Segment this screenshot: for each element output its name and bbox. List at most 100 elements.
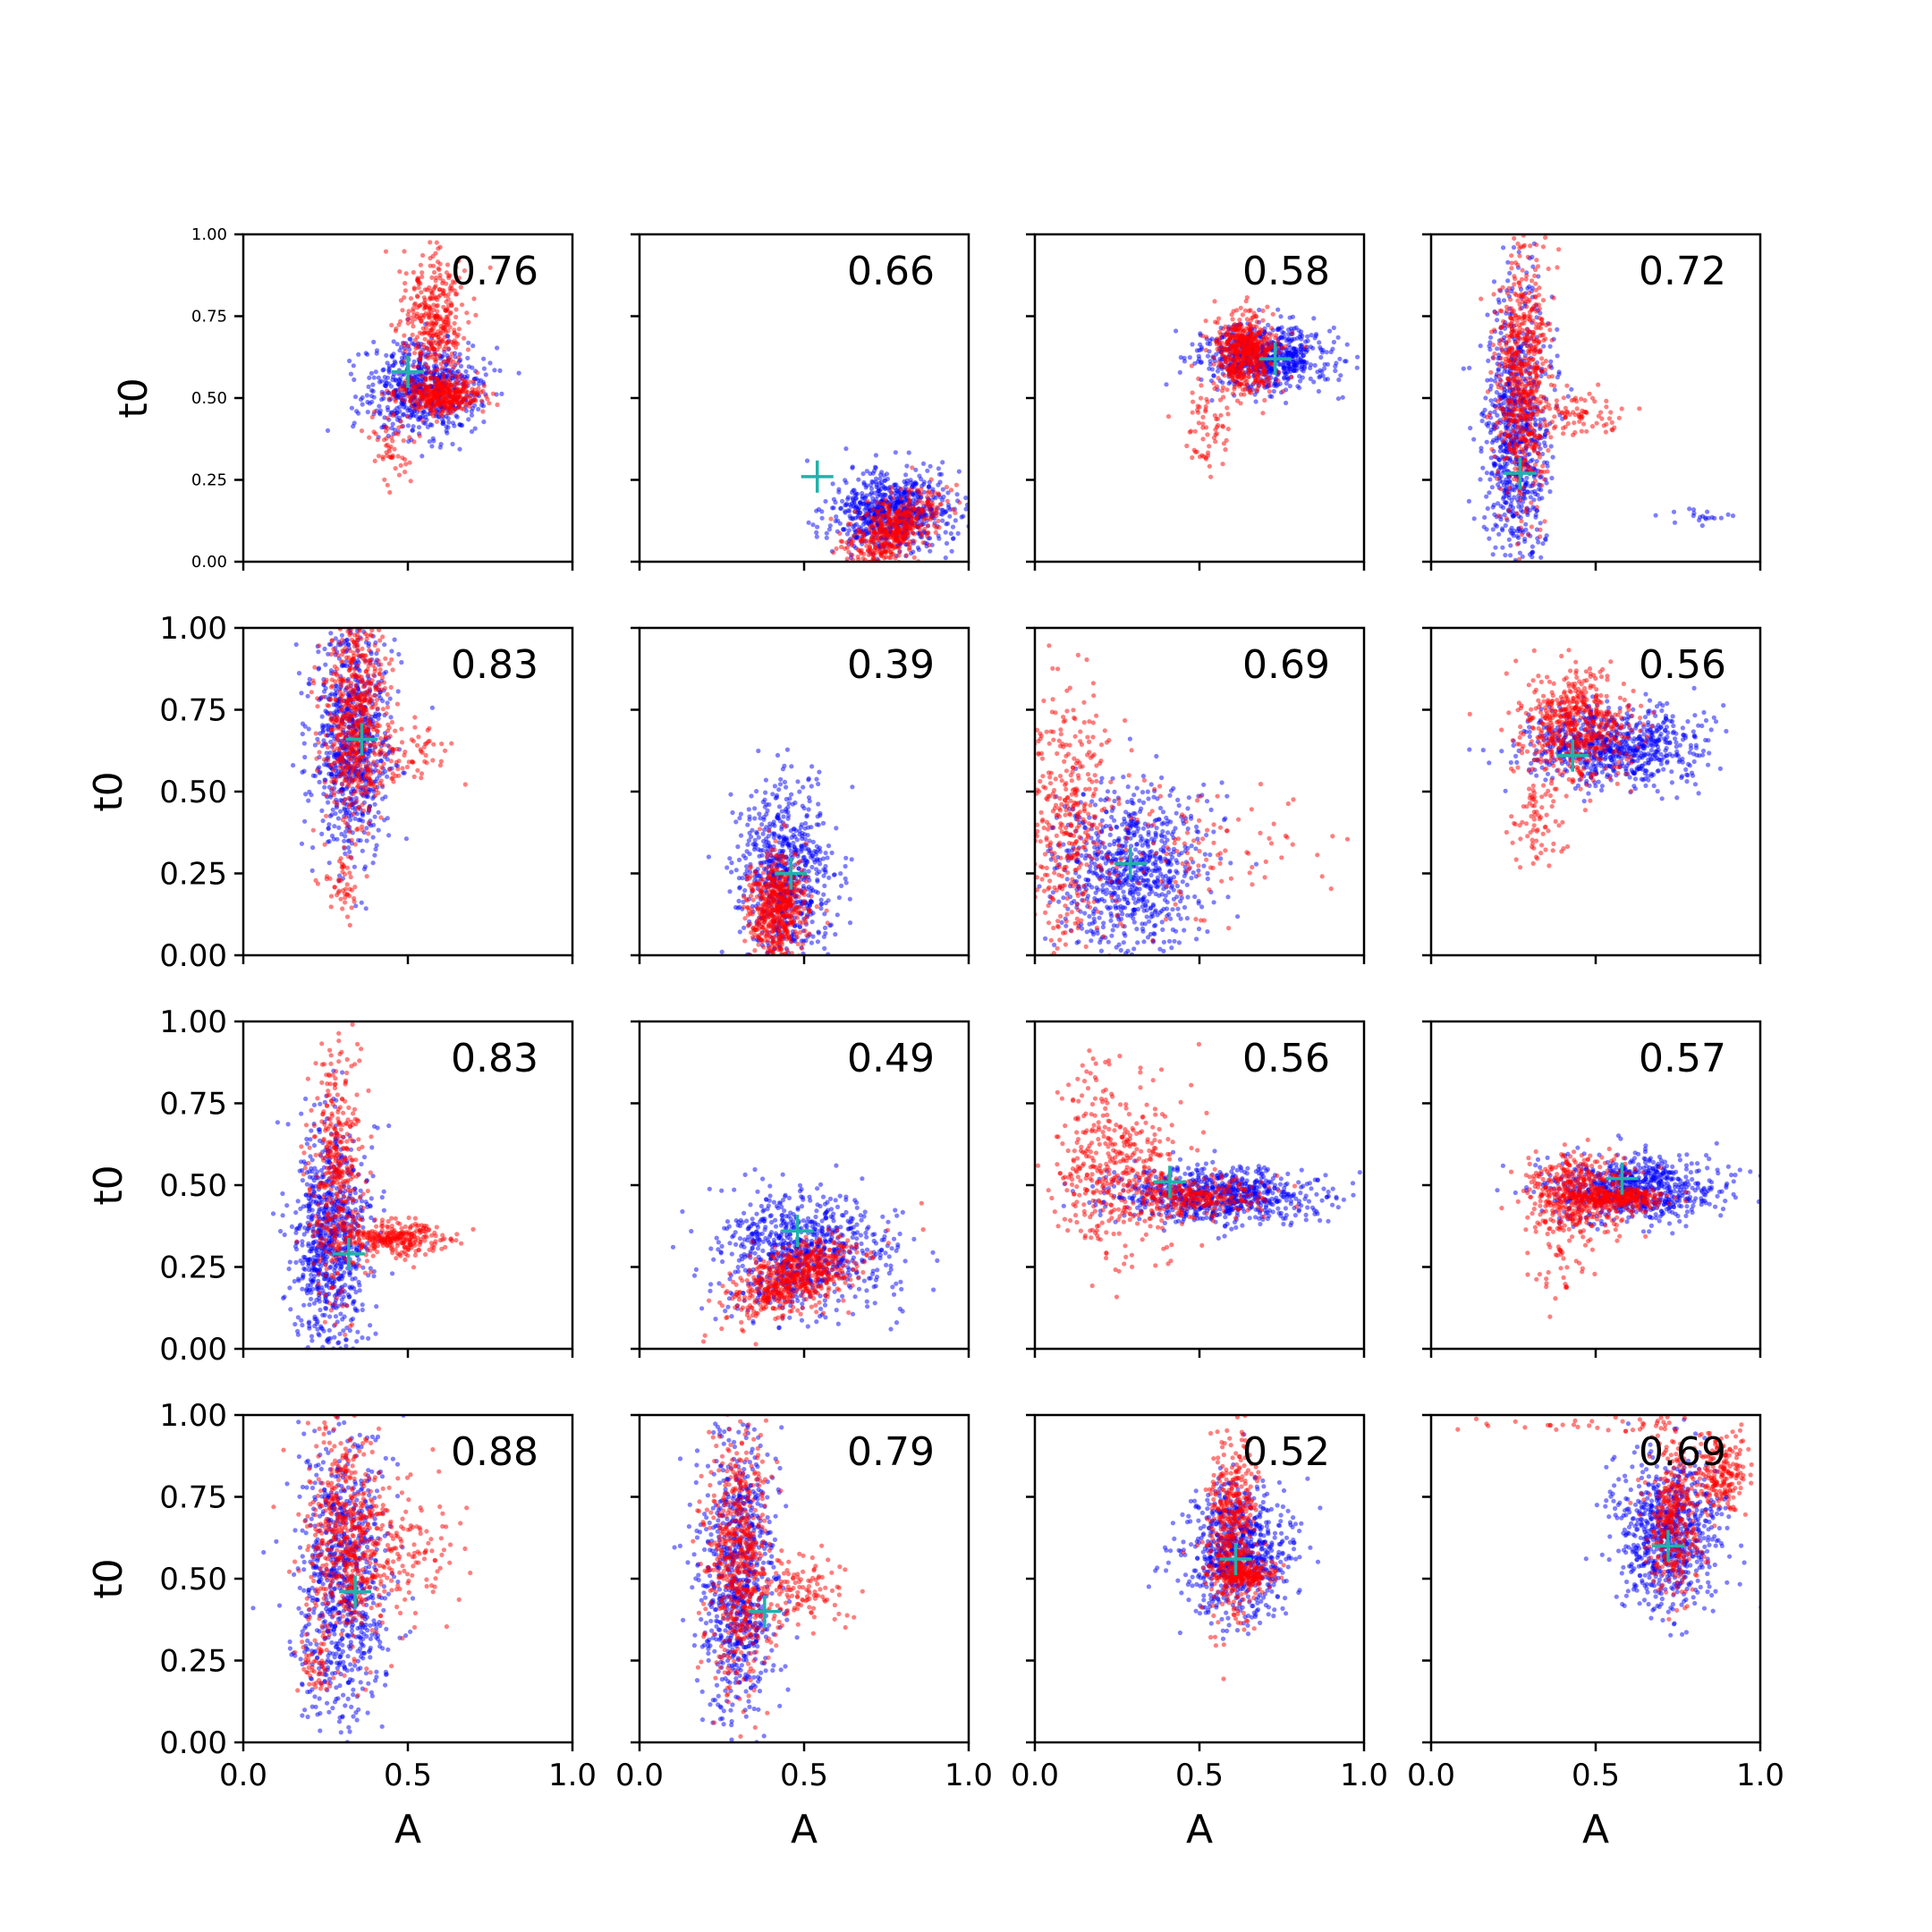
red-point [1195, 410, 1201, 415]
blue-point [410, 428, 415, 433]
red-point [419, 318, 424, 324]
red-point [828, 570, 833, 574]
blue-point [912, 479, 918, 485]
blue-point [1278, 314, 1284, 319]
red-point [932, 490, 937, 496]
red-point [467, 403, 472, 409]
red-point [1241, 356, 1247, 361]
red-point [870, 507, 876, 513]
red-point [895, 513, 901, 518]
blue-point [883, 486, 888, 491]
red-point [906, 509, 911, 514]
red-point [1207, 463, 1212, 469]
red-point [436, 385, 442, 390]
red-point [1254, 319, 1259, 325]
red-point [429, 290, 435, 295]
blue-point [1190, 342, 1195, 347]
blue-point [1510, 530, 1516, 536]
blue-point [1521, 618, 1525, 623]
blue-point [1487, 477, 1493, 482]
blue-point [371, 339, 377, 344]
red-point [1524, 304, 1530, 309]
red-point [423, 377, 428, 383]
red-point [446, 275, 452, 281]
blue-point [1253, 399, 1258, 404]
red-point [1275, 339, 1281, 345]
red-point [1241, 328, 1247, 334]
red-point [1533, 287, 1538, 292]
red-point [1246, 309, 1252, 314]
blue-point [1545, 460, 1550, 466]
red-point [444, 299, 449, 304]
red-point [1218, 332, 1224, 337]
red-point [1512, 282, 1517, 287]
blue-point [1308, 376, 1313, 382]
red-point [1188, 428, 1194, 434]
red-point [876, 538, 881, 543]
blue-point [881, 473, 887, 479]
blue-point [847, 508, 852, 514]
blue-point [1505, 278, 1511, 284]
red-point [441, 322, 446, 327]
blue-point [875, 494, 880, 499]
red-point [860, 530, 866, 536]
red-point [1262, 397, 1267, 403]
red-point [858, 538, 863, 544]
red-point [392, 446, 397, 452]
red-point [409, 395, 414, 402]
red-point [1507, 485, 1513, 490]
blue-point [1297, 335, 1302, 340]
red-point [436, 335, 441, 340]
blue-point [1318, 354, 1324, 360]
red-point [399, 424, 404, 429]
blue-point [872, 490, 877, 496]
red-point [434, 275, 439, 281]
red-point [1267, 383, 1273, 388]
red-point [449, 373, 454, 378]
blue-point [1547, 489, 1553, 495]
blue-point [469, 428, 475, 435]
red-point [927, 542, 932, 548]
blue-point [1496, 501, 1501, 506]
red-point [457, 371, 462, 377]
red-point [396, 472, 402, 478]
blue-point [401, 411, 406, 417]
red-point [419, 270, 425, 275]
blue-point [1177, 369, 1182, 375]
red-point [895, 509, 901, 514]
blue-point [917, 473, 922, 479]
red-point [420, 326, 426, 331]
red-point [936, 525, 942, 530]
red-point [432, 284, 437, 291]
blue-point [860, 471, 866, 477]
red-point [903, 553, 910, 558]
red-point [1515, 298, 1521, 303]
red-point [452, 320, 457, 326]
red-point [1249, 341, 1254, 346]
red-point [1229, 356, 1234, 361]
red-point [1204, 396, 1209, 402]
red-point [1267, 379, 1273, 385]
blue-point [1522, 496, 1528, 501]
red-point [1253, 377, 1258, 382]
red-point [1302, 344, 1308, 350]
blue-point [483, 372, 488, 377]
blue-point [1267, 394, 1273, 399]
blue-point [1467, 365, 1472, 370]
blue-point [1515, 529, 1521, 534]
blue-point [1478, 477, 1483, 482]
red-point [390, 392, 395, 397]
red-point [1479, 296, 1484, 301]
blue-point [877, 480, 882, 487]
red-point [1223, 447, 1228, 453]
red-point [1230, 317, 1235, 322]
red-point [401, 438, 406, 444]
red-point [487, 265, 493, 270]
blue-point [909, 572, 913, 577]
blue-point [1500, 545, 1505, 550]
blue-point [386, 369, 392, 375]
red-point [1238, 401, 1243, 406]
red-point [1254, 331, 1259, 336]
red-point [953, 510, 958, 516]
red-point [471, 296, 477, 301]
